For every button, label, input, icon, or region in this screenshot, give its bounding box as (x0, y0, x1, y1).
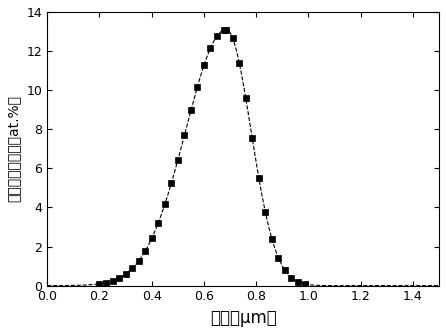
Y-axis label: 锂中氯离子浓度（at.%）: 锂中氯离子浓度（at.%） (7, 95, 21, 202)
X-axis label: 深度（μm）: 深度（μm） (210, 309, 277, 327)
